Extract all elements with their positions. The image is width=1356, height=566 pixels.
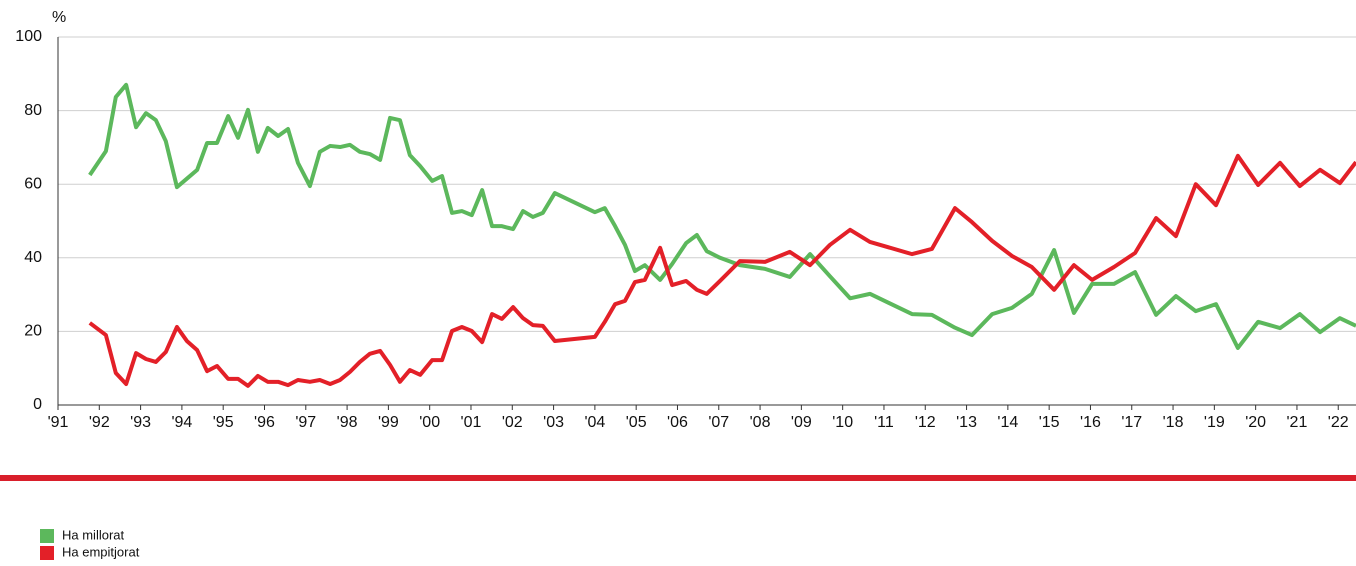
x-tick-label: '21 bbox=[1287, 414, 1308, 431]
y-tick-label: 80 bbox=[24, 102, 42, 119]
x-tick-label: '19 bbox=[1204, 414, 1225, 431]
y-tick-label: 60 bbox=[24, 175, 42, 192]
x-tick-label: '01 bbox=[461, 414, 482, 431]
x-tick-label: '93 bbox=[130, 414, 151, 431]
x-tick-label: '08 bbox=[750, 414, 771, 431]
x-tick-label: '98 bbox=[337, 414, 358, 431]
legend-swatch bbox=[40, 529, 54, 543]
x-tick-label: '07 bbox=[708, 414, 729, 431]
x-tick-label: '09 bbox=[791, 414, 812, 431]
legend-label: Ha millorat bbox=[62, 527, 125, 542]
y-tick-label: 100 bbox=[15, 28, 42, 45]
x-tick-label: '92 bbox=[89, 414, 110, 431]
x-tick-label: '96 bbox=[254, 414, 275, 431]
x-tick-label: '94 bbox=[171, 414, 192, 431]
x-tick-label: '16 bbox=[1080, 414, 1101, 431]
y-tick-label: 20 bbox=[24, 323, 42, 340]
x-tick-label: '13 bbox=[956, 414, 977, 431]
legend-item: Ha empitjorat bbox=[40, 544, 140, 560]
x-tick-label: '14 bbox=[997, 414, 1018, 431]
legend-item: Ha millorat bbox=[40, 527, 125, 543]
y-axis-label: % bbox=[52, 9, 66, 26]
y-tick-label: 40 bbox=[24, 249, 42, 266]
x-tick-label: '97 bbox=[295, 414, 316, 431]
x-tick-label: '06 bbox=[667, 414, 688, 431]
legend-swatch bbox=[40, 546, 54, 560]
x-tick-label: '18 bbox=[1163, 414, 1184, 431]
separator bbox=[0, 475, 1356, 481]
x-tick-label: '11 bbox=[874, 414, 894, 431]
y-tick-label: 0 bbox=[33, 396, 42, 413]
x-tick-label: '15 bbox=[1039, 414, 1060, 431]
x-tick-label: '20 bbox=[1245, 414, 1266, 431]
x-tick-label: '00 bbox=[419, 414, 440, 431]
x-tick-label: '17 bbox=[1121, 414, 1142, 431]
x-tick-label: '91 bbox=[48, 414, 69, 431]
x-tick-label: '03 bbox=[543, 414, 564, 431]
x-tick-label: '95 bbox=[213, 414, 234, 431]
x-tick-label: '05 bbox=[626, 414, 647, 431]
series-line bbox=[88, 82, 1356, 350]
x-tick-label: '04 bbox=[584, 414, 605, 431]
x-tick-label: '99 bbox=[378, 414, 399, 431]
x-tick-label: '22 bbox=[1328, 414, 1349, 431]
series-line bbox=[88, 153, 1356, 388]
x-tick-label: '10 bbox=[832, 414, 853, 431]
x-tick-label: '02 bbox=[502, 414, 523, 431]
x-tick-label: '12 bbox=[915, 414, 936, 431]
legend-label: Ha empitjorat bbox=[62, 544, 140, 559]
